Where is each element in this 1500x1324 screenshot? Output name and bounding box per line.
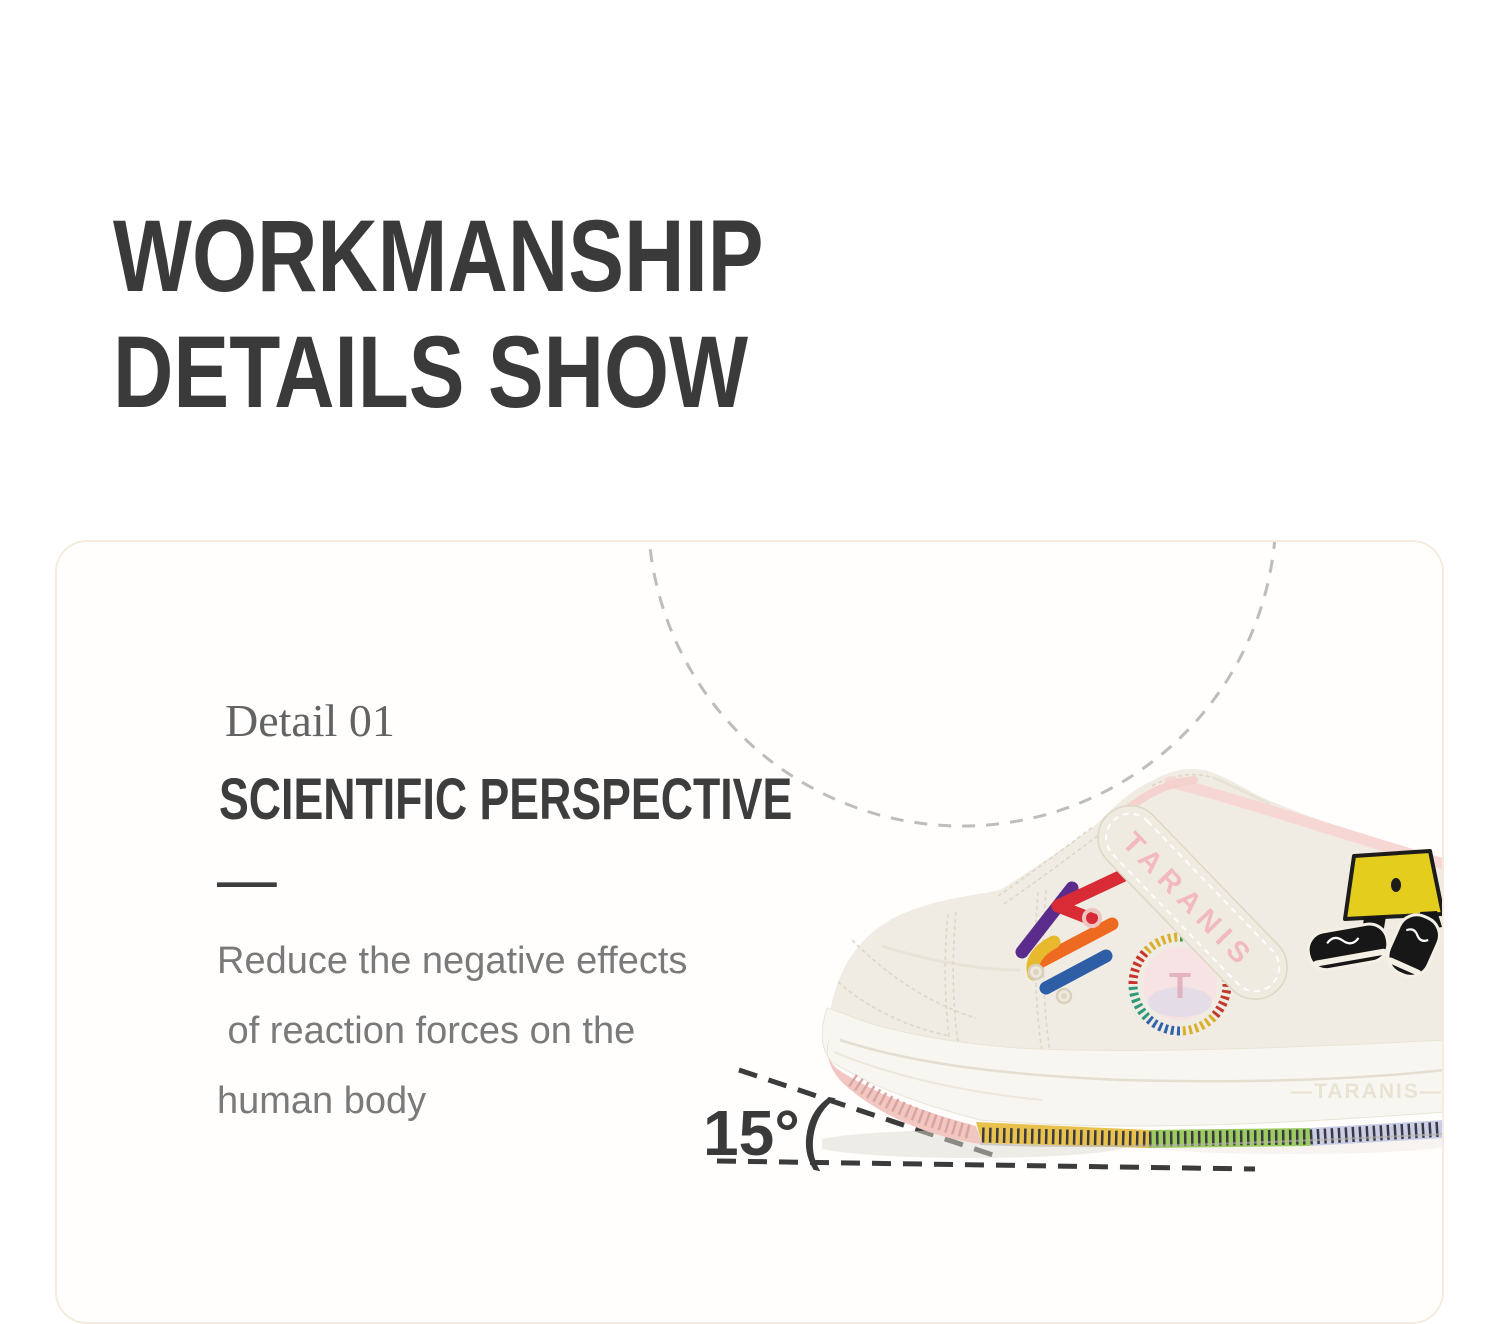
lace-strand-blue bbox=[1039, 949, 1113, 995]
upper-stitching bbox=[837, 773, 1215, 1053]
page-title: WORKMANSHIP DETAILS SHOW bbox=[113, 198, 906, 430]
lace-eyelets bbox=[1027, 908, 1102, 1005]
detail-divider-dash: — bbox=[217, 855, 277, 907]
angle-value-label: 15° bbox=[703, 1097, 800, 1169]
shoe-upper bbox=[830, 769, 1442, 1077]
description-line: Reduce the negative effects bbox=[217, 940, 688, 982]
angle-annotation: 15°( bbox=[703, 1079, 839, 1172]
rainbow-outsole bbox=[827, 1034, 1442, 1148]
logo-letter: T bbox=[1169, 965, 1191, 1006]
page-title-line-2: DETAILS SHOW bbox=[113, 315, 749, 429]
detail-description: Reduce the negative effects of reaction … bbox=[217, 926, 687, 1136]
description-line: human body bbox=[217, 1080, 427, 1122]
cartoon-walking-feet-graphic bbox=[1306, 849, 1442, 978]
description-line: of reaction forces on the bbox=[217, 1010, 636, 1052]
upper-panel-shading bbox=[881, 776, 1271, 972]
lace-strand-red bbox=[1051, 869, 1129, 927]
lace-strand-orange bbox=[1029, 917, 1119, 971]
angle-baseline-dashed-line bbox=[716, 1158, 1256, 1172]
rainbow-laces bbox=[1015, 869, 1129, 995]
midsole-groove bbox=[839, 1038, 1442, 1083]
detail-title: SCIENTIFIC PERSPECTIVE bbox=[219, 767, 793, 832]
midsole bbox=[822, 1007, 1442, 1127]
detail-card: T bbox=[55, 540, 1444, 1324]
detail-number-label: Detail 01 bbox=[225, 695, 395, 746]
sneaker-product-photo: T bbox=[822, 769, 1443, 1158]
midsole-groove bbox=[833, 1051, 1043, 1101]
sole-embossed-brand-text: —TARANIS— bbox=[1291, 1080, 1443, 1103]
page-title-line-1: WORKMANSHIP bbox=[113, 199, 764, 313]
